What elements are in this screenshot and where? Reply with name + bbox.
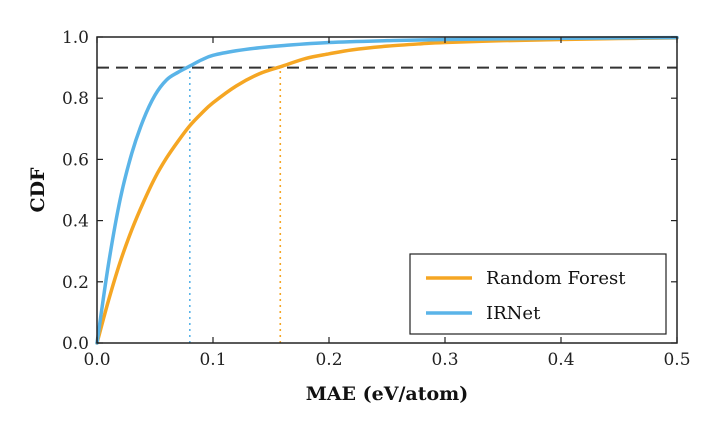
x-tick-label: 0.1 [199,350,226,370]
legend-box [409,253,667,335]
x-tick-label: 0.3 [431,350,458,370]
y-tick-label: 0.0 [62,334,89,354]
x-tick-label: 0.4 [547,350,574,370]
y-tick-label: 0.6 [62,150,89,170]
y-tick-label: 0.4 [62,212,89,232]
legend: Random Forest IRNet [409,253,667,335]
series-line-irnet [95,35,679,345]
plot-frame [96,36,678,344]
series-line-random-forest [95,36,679,345]
y-tick-label: 0.2 [62,273,89,293]
x-tick-label: 0.0 [83,350,110,370]
legend-label: Random Forest [486,268,626,289]
legend-label: IRNet [486,303,541,324]
y-axis-title: CDF [27,167,49,213]
x-axis-title: MAE (eV/atom) [306,383,468,405]
x-tick-label: 0.2 [315,350,342,370]
y-tick-label: 0.8 [62,89,89,109]
y-tick-label: 1.0 [62,28,89,48]
x-tick-label: 0.5 [663,350,690,370]
